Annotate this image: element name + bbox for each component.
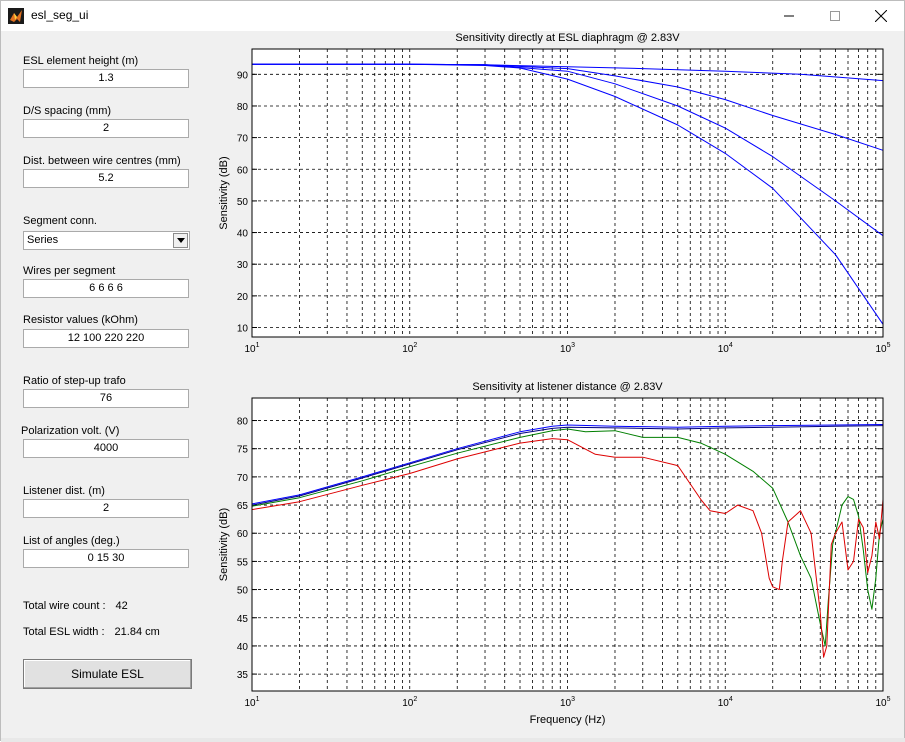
wire-count-readout: Total wire count : 42 xyxy=(23,600,128,612)
y-tick-label: 10 xyxy=(237,324,249,335)
series-line-1 xyxy=(251,424,884,505)
close-button[interactable] xyxy=(858,1,904,31)
x-tick-label: 101 xyxy=(244,696,259,709)
maximize-icon xyxy=(830,11,840,21)
matlab-icon xyxy=(8,8,24,24)
chart-title: Sensitivity at listener distance @ 2.83V xyxy=(472,381,663,393)
y-tick-label: 65 xyxy=(237,501,249,512)
chevron-down-icon[interactable] xyxy=(173,233,188,248)
series-line-4 xyxy=(252,63,884,325)
status-strip xyxy=(1,738,905,742)
segment-conn-label: Segment conn. xyxy=(23,215,97,227)
x-tick-label: 105 xyxy=(875,696,890,709)
y-tick-label: 20 xyxy=(237,292,249,303)
x-tick-label: 104 xyxy=(718,342,733,355)
chart-1: 10 20 30 40 50 60 70 80 90 101 102 103 104 105 Sensiti… xyxy=(218,32,891,355)
title-bar[interactable]: esl_seg_ui xyxy=(1,1,904,31)
minimize-button[interactable] xyxy=(766,1,812,31)
y-tick-label: 50 xyxy=(237,586,249,597)
x-tick-label: 101 xyxy=(244,342,259,355)
wire-distance-label: Dist. between wire centres (mm) xyxy=(23,155,181,167)
y-tick-label: 55 xyxy=(237,557,249,568)
wires-per-segment-input[interactable]: 6 6 6 6 xyxy=(23,279,189,298)
listener-dist-input[interactable]: 2 xyxy=(23,499,189,518)
wire-count-value: 42 xyxy=(115,600,128,612)
y-tick-label: 80 xyxy=(237,102,249,113)
axes-box xyxy=(251,48,884,338)
plot-area xyxy=(252,398,883,691)
polarization-volt-label: Polarization volt. (V) xyxy=(21,425,120,437)
chart-2: 35 40 45 50 55 60 65 70 75 80 101 102 103 104 105 Sensi… xyxy=(218,381,891,726)
esl-width-readout: Total ESL width : 21.84 cm xyxy=(23,626,160,638)
y-tick-label: 50 xyxy=(237,197,249,208)
esl-width-label: Total ESL width : xyxy=(23,626,105,638)
x-tick-label: 103 xyxy=(560,696,575,709)
wire-count-label: Total wire count : xyxy=(23,600,106,612)
series-line-3 xyxy=(252,63,884,237)
plot-area xyxy=(252,49,883,337)
chart-title: Sensitivity directly at ESL diaphragm @ … xyxy=(455,32,680,44)
minimize-icon xyxy=(784,15,794,17)
simulate-esl-button[interactable]: Simulate ESL xyxy=(23,659,192,689)
angles-input[interactable]: 0 15 30 xyxy=(23,549,189,568)
window-title: esl_seg_ui xyxy=(31,8,89,22)
series-line-3 xyxy=(251,428,884,647)
x-tick-label: 104 xyxy=(718,696,733,709)
y-tick-label: 45 xyxy=(237,614,249,625)
series-line-1 xyxy=(252,63,884,82)
y-tick-label: 35 xyxy=(237,670,249,681)
x-tick-label: 102 xyxy=(402,696,417,709)
series-line-4 xyxy=(251,438,884,658)
trafo-ratio-input[interactable]: 76 xyxy=(23,389,189,408)
esl-width-value: 21.84 cm xyxy=(114,626,160,638)
resistor-values-label: Resistor values (kOhm) xyxy=(23,314,138,326)
trafo-ratio-label: Ratio of step-up trafo xyxy=(23,375,126,387)
y-tick-label: 70 xyxy=(237,134,249,145)
polarization-volt-input[interactable]: 4000 xyxy=(23,439,189,458)
series-line-2 xyxy=(252,63,884,151)
angles-label: List of angles (deg.) xyxy=(23,535,120,547)
wires-per-segment-label: Wires per segment xyxy=(23,265,116,277)
listener-dist-label: Listener dist. (m) xyxy=(23,485,105,497)
y-tick-label: 40 xyxy=(237,642,249,653)
y-tick-label: 30 xyxy=(237,260,249,271)
maximize-button[interactable] xyxy=(812,1,858,31)
y-tick-label: 70 xyxy=(237,473,249,484)
segment-conn-value: Series xyxy=(27,234,59,246)
y-axis-label: Sensitivity (dB) xyxy=(218,156,230,229)
y-tick-label: 75 xyxy=(237,445,249,456)
y-axis-label: Sensitivity (dB) xyxy=(218,508,230,581)
series-line-2 xyxy=(251,425,884,506)
y-tick-label: 80 xyxy=(237,417,249,428)
x-tick-label: 105 xyxy=(875,342,890,355)
axes-box xyxy=(251,397,884,692)
y-tick-label: 90 xyxy=(237,70,249,81)
element-height-label: ESL element height (m) xyxy=(23,55,139,67)
segment-conn-select[interactable]: Series xyxy=(23,231,190,250)
ds-spacing-input[interactable]: 2 xyxy=(23,119,189,138)
close-icon xyxy=(875,10,887,22)
x-tick-label: 103 xyxy=(560,342,575,355)
wire-distance-input[interactable]: 5.2 xyxy=(23,169,189,188)
resistor-values-input[interactable]: 12 100 220 220 xyxy=(23,329,189,348)
x-axis-label: Frequency (Hz) xyxy=(530,714,606,726)
y-tick-label: 40 xyxy=(237,229,249,240)
ds-spacing-label: D/S spacing (mm) xyxy=(23,105,112,117)
y-tick-label: 60 xyxy=(237,529,249,540)
x-tick-label: 102 xyxy=(402,342,417,355)
element-height-input[interactable]: 1.3 xyxy=(23,69,189,88)
y-tick-label: 60 xyxy=(237,165,249,176)
